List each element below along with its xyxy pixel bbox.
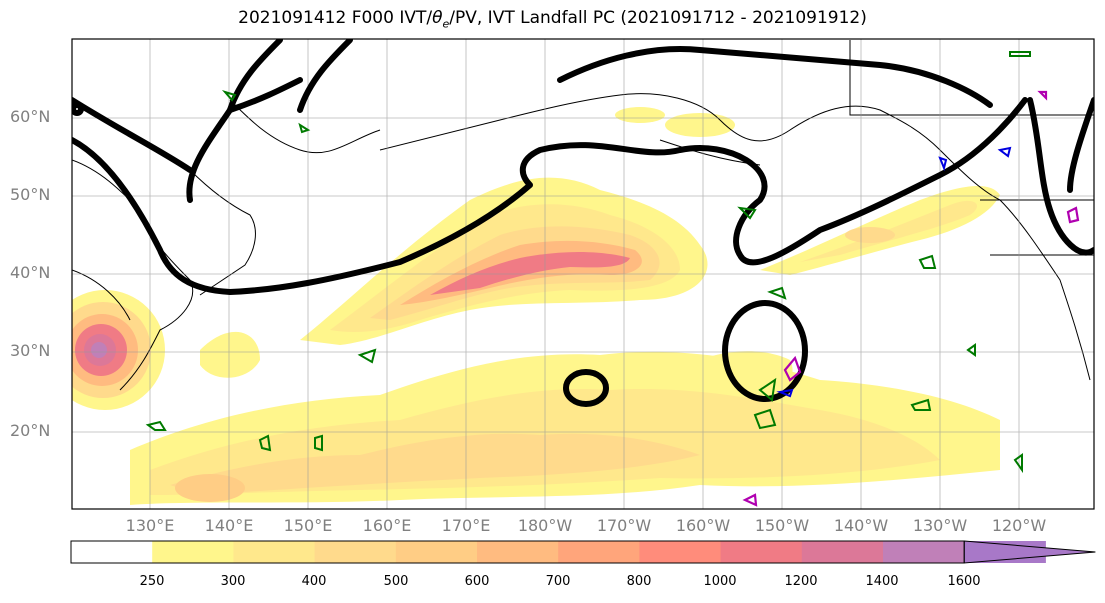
colorbar-segment bbox=[801, 541, 884, 563]
colorbar-tick-600: 600 bbox=[464, 574, 490, 589]
lat-label-60n: 60°N bbox=[10, 107, 51, 126]
colorbar-tick-250: 250 bbox=[139, 574, 165, 589]
blue-contours bbox=[776, 146, 1012, 398]
map-frame bbox=[71, 38, 1095, 510]
colorbar-segment bbox=[558, 541, 640, 563]
map-title: 2021091412 F000 IVT/θe/PV, IVT Landfall … bbox=[238, 8, 867, 31]
lat-label-20n: 20°N bbox=[10, 421, 51, 440]
lon-label-140w: 140°W bbox=[833, 516, 889, 535]
lat-label-50n: 50°N bbox=[10, 185, 51, 204]
colorbar-segment bbox=[233, 541, 316, 563]
colorbar-frame bbox=[70, 540, 965, 564]
colorbar-tick-700: 700 bbox=[545, 574, 571, 589]
colorbar-segment bbox=[314, 541, 397, 563]
lat-label-40n: 40°N bbox=[10, 263, 51, 282]
colorbar-tick-400: 400 bbox=[301, 574, 327, 589]
colorbar-tick-500: 500 bbox=[383, 574, 409, 589]
colorbar-segment bbox=[720, 541, 803, 563]
lon-label-170w: 170°W bbox=[596, 516, 652, 535]
lon-label-160w: 160°W bbox=[675, 516, 731, 535]
lon-label-160e: 160°E bbox=[362, 516, 412, 535]
colorbar-tick-300: 300 bbox=[220, 574, 246, 589]
colorbar-segment bbox=[639, 541, 722, 563]
lon-label-130w: 130°W bbox=[912, 516, 968, 535]
colorbar-tick-1200: 1200 bbox=[784, 574, 818, 589]
graticule bbox=[72, 39, 1094, 509]
colorbar-segment bbox=[477, 541, 559, 563]
colorbar-tick-800: 800 bbox=[626, 574, 652, 589]
lon-label-120w: 120°W bbox=[991, 516, 1047, 535]
colorbar-segment bbox=[71, 541, 153, 563]
lat-label-30n: 30°N bbox=[10, 341, 51, 360]
colorbar-segment bbox=[152, 541, 234, 563]
lon-label-130e: 130°E bbox=[125, 516, 175, 535]
colorbar-segment bbox=[395, 541, 478, 563]
lon-label-150w: 150°W bbox=[754, 516, 810, 535]
colorbar-tick-1400: 1400 bbox=[865, 574, 899, 589]
colorbar bbox=[70, 540, 1096, 564]
colorbar-segment bbox=[883, 541, 965, 563]
pv-contours bbox=[742, 90, 1080, 507]
lon-label-180w: 180°W bbox=[517, 516, 573, 535]
lon-label-140e: 140°E bbox=[204, 516, 254, 535]
landfall-pc-contours bbox=[72, 39, 1094, 407]
colorbar-tick-1000: 1000 bbox=[703, 574, 737, 589]
lon-label-150e: 150°E bbox=[283, 516, 333, 535]
colorbar-tick-1600: 1600 bbox=[947, 574, 981, 589]
theta-e-contours bbox=[145, 51, 1031, 474]
lon-label-170e: 170°E bbox=[441, 516, 491, 535]
